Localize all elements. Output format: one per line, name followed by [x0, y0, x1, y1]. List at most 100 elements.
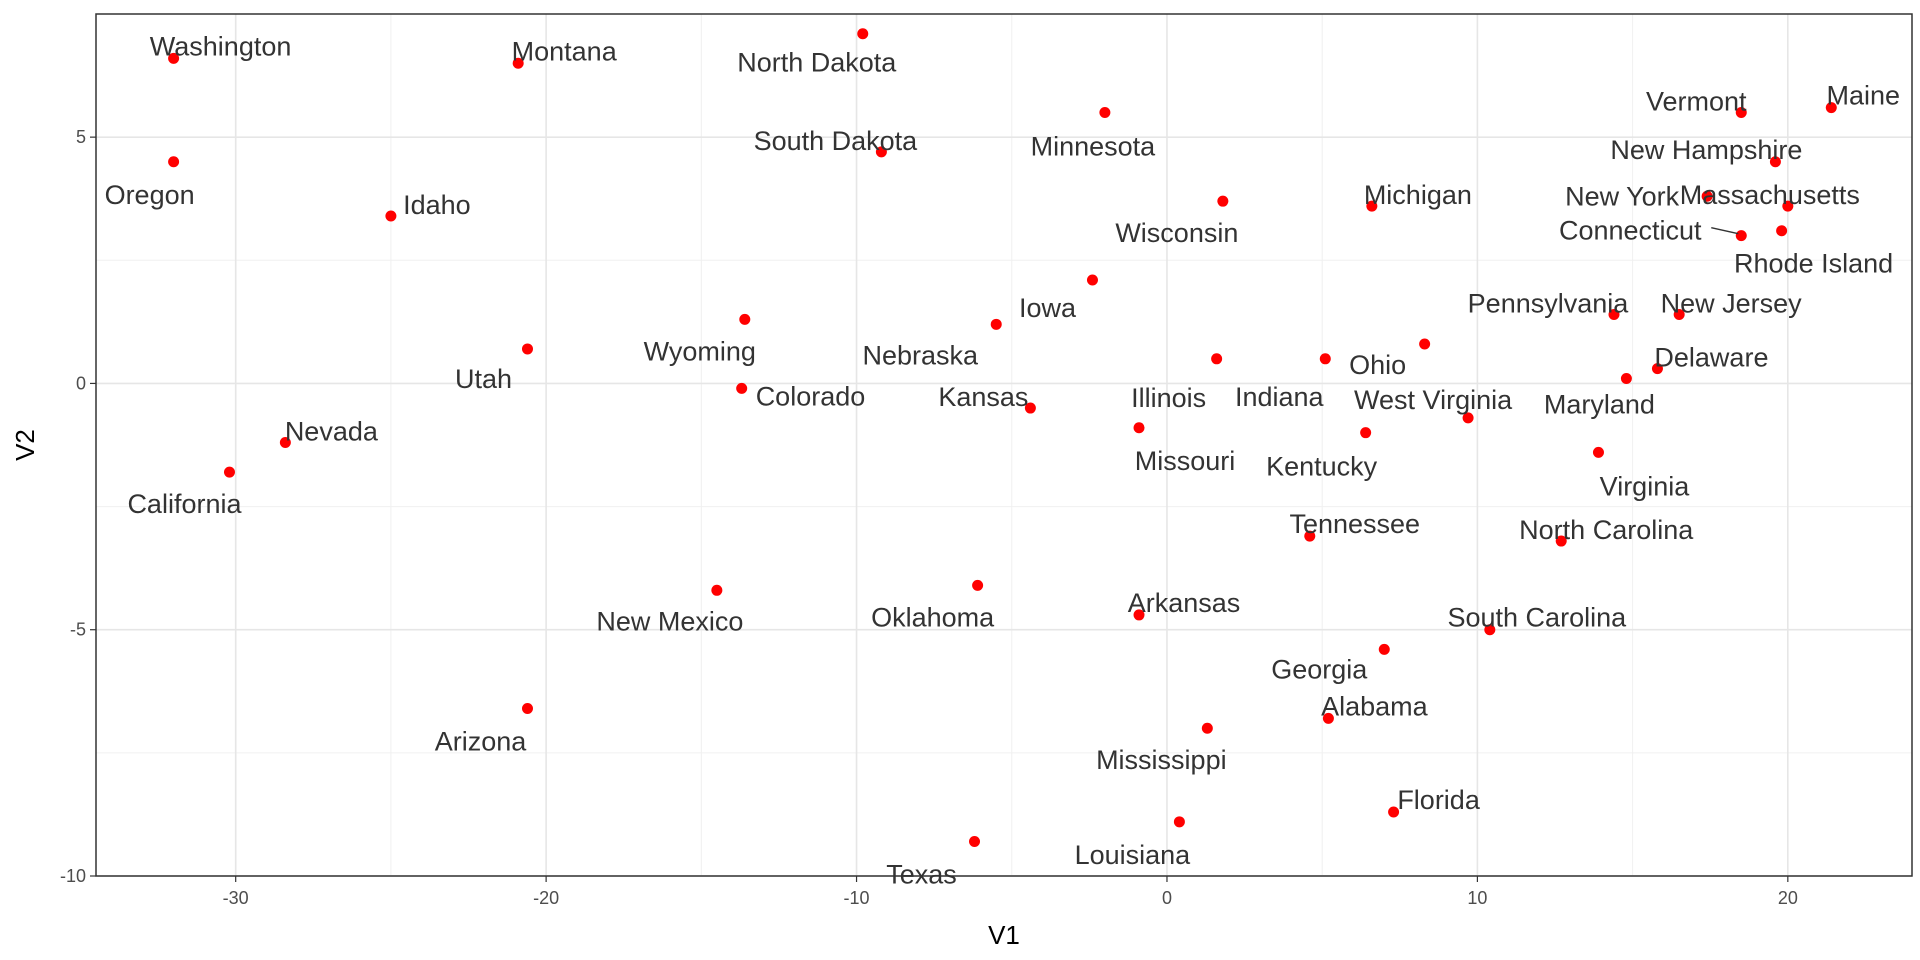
point-wyoming	[739, 313, 751, 325]
point-idaho	[385, 210, 397, 222]
label-illinois: Illinois	[1131, 383, 1206, 413]
label-delaware: Delaware	[1654, 343, 1768, 373]
point-nevada	[279, 437, 291, 449]
point-montana	[512, 57, 524, 69]
x-tick-label: 0	[1162, 888, 1172, 908]
label-west-virginia: West Virginia	[1354, 385, 1513, 415]
label-connecticut: Connecticut	[1559, 216, 1702, 246]
label-missouri: Missouri	[1135, 446, 1236, 476]
point-rhode-island	[1776, 225, 1788, 237]
label-south-carolina: South Carolina	[1448, 603, 1628, 633]
point-south-dakota	[875, 146, 887, 158]
label-iowa: Iowa	[1019, 293, 1077, 323]
point-georgia	[1378, 643, 1390, 655]
point-north-carolina	[1555, 535, 1567, 547]
label-new-mexico: New Mexico	[596, 606, 743, 636]
label-ohio: Ohio	[1349, 350, 1406, 380]
label-rhode-island: Rhode Island	[1734, 249, 1893, 279]
point-indiana	[1319, 353, 1331, 365]
label-mississippi: Mississippi	[1096, 745, 1227, 775]
label-kansas: Kansas	[938, 382, 1028, 412]
point-michigan	[1366, 200, 1378, 212]
label-georgia: Georgia	[1271, 654, 1368, 684]
label-nevada: Nevada	[285, 417, 379, 447]
point-alabama	[1322, 712, 1334, 724]
point-texas	[969, 836, 981, 848]
point-new-hampshire	[1769, 156, 1781, 168]
point-delaware	[1651, 363, 1663, 375]
point-missouri	[1133, 422, 1145, 434]
label-pennsylvania: Pennsylvania	[1468, 288, 1630, 318]
point-south-carolina	[1484, 624, 1496, 636]
point-kentucky	[1360, 427, 1372, 439]
label-arkansas: Arkansas	[1128, 588, 1241, 618]
point-connecticut	[1735, 230, 1747, 242]
point-new-mexico	[711, 584, 723, 596]
label-kentucky: Kentucky	[1266, 452, 1378, 482]
y-tick-label: 0	[76, 373, 86, 393]
point-kansas	[1024, 402, 1036, 414]
x-axis-title: V1	[988, 920, 1020, 950]
label-new-york: New York	[1565, 181, 1680, 211]
label-colorado: Colorado	[756, 381, 866, 411]
point-oregon	[168, 156, 180, 168]
label-montana: Montana	[512, 36, 618, 66]
point-massachusetts	[1782, 200, 1794, 212]
point-nebraska	[990, 318, 1002, 330]
label-new-hampshire: New Hampshire	[1610, 135, 1802, 165]
label-maine: Maine	[1827, 81, 1901, 111]
points-layer	[168, 28, 1837, 848]
point-pennsylvania	[1608, 308, 1620, 320]
point-new-jersey	[1673, 308, 1685, 320]
y-tick-label: -5	[70, 620, 86, 640]
label-oregon: Oregon	[105, 180, 195, 210]
label-louisiana: Louisiana	[1075, 840, 1192, 870]
point-minnesota	[1099, 107, 1111, 119]
label-indiana: Indiana	[1235, 382, 1325, 412]
label-new-jersey: New Jersey	[1661, 288, 1803, 318]
point-new-york	[1701, 190, 1713, 202]
point-arizona	[521, 703, 533, 715]
point-california	[223, 466, 235, 478]
label-arizona: Arizona	[435, 727, 528, 757]
label-vermont: Vermont	[1646, 87, 1747, 117]
x-tick-label: -20	[533, 888, 559, 908]
label-massachusetts: Massachusetts	[1680, 180, 1860, 210]
point-west-virginia	[1462, 412, 1474, 424]
label-north-dakota: North Dakota	[737, 48, 897, 78]
y-tick-label: 5	[76, 127, 86, 147]
point-florida	[1388, 806, 1400, 818]
label-virginia: Virginia	[1600, 471, 1691, 501]
label-tennessee: Tennessee	[1289, 509, 1420, 539]
labels-layer: Washington Montana North Dakota Oregon Idaho…	[105, 31, 1900, 889]
label-florida: Florida	[1397, 785, 1481, 815]
point-arkansas	[1133, 609, 1145, 621]
label-michigan: Michigan	[1364, 180, 1472, 210]
point-wisconsin	[1217, 195, 1229, 207]
label-washington: Washington	[150, 31, 292, 61]
point-colorado	[736, 382, 748, 394]
label-south-dakota: South Dakota	[754, 126, 919, 156]
point-ohio	[1419, 338, 1431, 350]
point-oklahoma	[972, 579, 984, 591]
point-washington	[168, 52, 180, 64]
point-tennessee	[1304, 530, 1316, 542]
label-oklahoma: Oklahoma	[871, 602, 995, 632]
point-north-dakota	[857, 28, 869, 40]
panel-border	[95, 13, 1913, 877]
y-tick-label: -10	[60, 866, 86, 886]
label-wisconsin: Wisconsin	[1115, 218, 1238, 248]
label-california: California	[127, 489, 242, 519]
x-tick-label: -10	[844, 888, 870, 908]
label-connector	[1711, 226, 1739, 235]
x-tick-label: -30	[223, 888, 249, 908]
point-utah	[521, 343, 533, 355]
x-axis: -30 -20 -10 0 10 20	[223, 876, 1798, 908]
point-mississippi	[1201, 722, 1213, 734]
label-north-carolina: North Carolina	[1519, 515, 1694, 545]
point-illinois	[1211, 353, 1223, 365]
point-virginia	[1592, 446, 1604, 458]
